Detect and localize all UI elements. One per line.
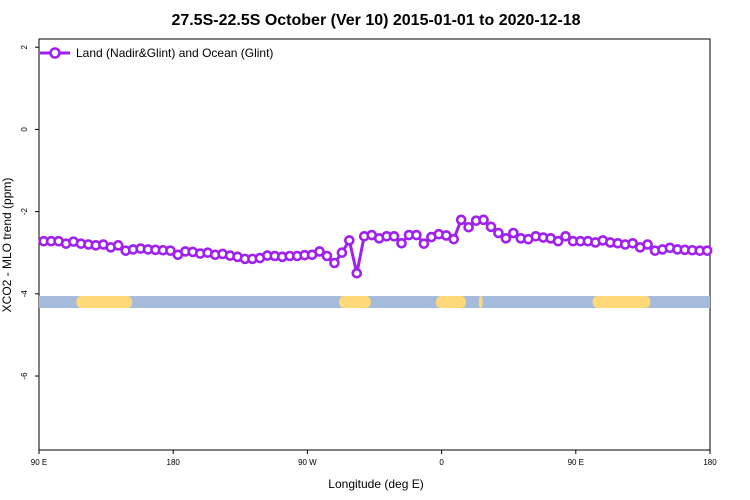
- data-point: [314, 246, 325, 257]
- data-point: [112, 240, 124, 251]
- x-tick-label: 180: [703, 458, 717, 467]
- data-point: [351, 267, 363, 279]
- data-point: [329, 257, 340, 269]
- x-axis-label: Longitude (deg E): [328, 477, 423, 491]
- data-point: [500, 233, 512, 244]
- data-point: [321, 250, 333, 262]
- data-point: [448, 233, 460, 245]
- data-point: [388, 230, 400, 242]
- y-tick-label: 0: [20, 127, 29, 132]
- plot-frame: [38, 38, 711, 451]
- y-tick-label: -6: [20, 372, 29, 380]
- land-segment: [339, 296, 371, 309]
- data-point: [336, 247, 348, 259]
- y-tick-label: -4: [20, 290, 29, 298]
- x-tick-label: 0: [439, 458, 444, 467]
- data-point: [493, 227, 504, 239]
- data-point: [344, 235, 355, 246]
- land-segment: [436, 296, 466, 309]
- x-tick-label: 90 W: [298, 458, 317, 467]
- data-point: [455, 214, 467, 226]
- ocean-band: [39, 296, 710, 309]
- land-segment: [478, 296, 483, 309]
- data-point: [418, 238, 430, 249]
- land-segment: [592, 296, 651, 309]
- data-point: [627, 237, 638, 249]
- data-point: [396, 237, 407, 249]
- data-point: [560, 230, 571, 242]
- data-point: [165, 245, 176, 256]
- y-tick-label: -2: [20, 208, 29, 216]
- x-axis: 90 E 180 90 W 0 90 E 180: [31, 450, 717, 467]
- y-tick-label: 2: [20, 44, 29, 49]
- x-tick-label: 180: [167, 458, 181, 467]
- data-point: [478, 214, 489, 226]
- y-axis: 2 0 -2 -4 -6: [20, 44, 39, 380]
- y-axis-label: XCO2 - MLO trend (ppm): [0, 178, 14, 313]
- data-point: [485, 221, 497, 233]
- chart-title: 27.5S-22.5S October (Ver 10) 2015-01-01 …: [171, 12, 580, 29]
- legend: Land (Nadir&Glint) and Ocean (Glint): [40, 46, 273, 60]
- x-tick-label: 90 E: [31, 458, 47, 467]
- data-point: [642, 239, 653, 250]
- data-point: [508, 227, 519, 239]
- data-point: [411, 229, 422, 241]
- data-point: [552, 235, 564, 247]
- data-point: [701, 245, 713, 256]
- data-point: [463, 221, 474, 233]
- land-segment: [76, 296, 133, 309]
- legend-marker-swatch: [49, 47, 61, 59]
- land-ocean-band: [39, 296, 710, 309]
- legend-label: Land (Nadir&Glint) and Ocean (Glint): [76, 46, 273, 60]
- series-land-ocean: [38, 214, 713, 279]
- x-tick-label: 90 E: [568, 458, 584, 467]
